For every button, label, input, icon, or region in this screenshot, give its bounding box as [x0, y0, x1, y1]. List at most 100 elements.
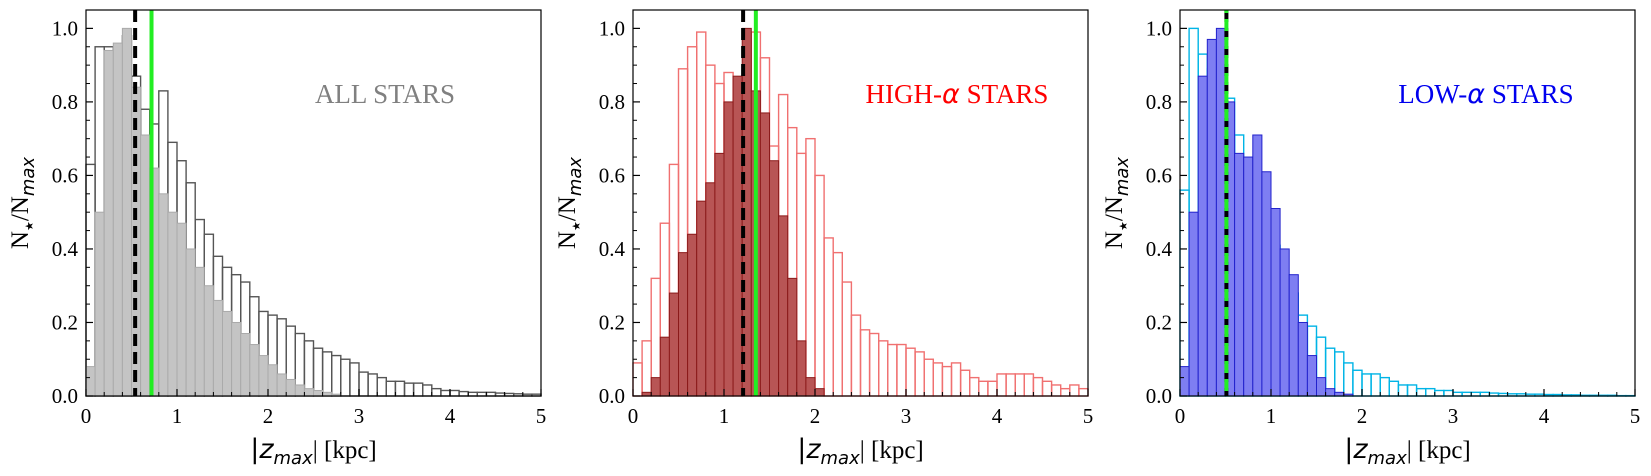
histogram-bar	[285, 378, 296, 397]
y-tick-label: 0.0	[52, 384, 78, 408]
histogram-bar	[796, 340, 807, 397]
histogram-bar	[678, 252, 689, 397]
y-tick-label: 0.2	[52, 310, 78, 334]
x-tick-label: 4	[445, 404, 456, 428]
histogram-bar	[222, 310, 233, 397]
histogram-bar	[94, 211, 105, 397]
histogram-bar	[267, 364, 278, 397]
histogram-bar	[1297, 321, 1308, 397]
histogram-bar	[1279, 248, 1290, 397]
histogram-bar	[240, 333, 251, 397]
histogram-bar	[1188, 211, 1199, 397]
histogram-bar	[167, 211, 178, 397]
chart-panel-2: 0 1 2 3 4 5 0.0 0.2 0.4 0.6 0.8 1.0 |zmax| [kpc] N★/N…	[554, 9, 1094, 469]
panel-label: ALL STARS	[315, 79, 455, 109]
histogram-bar	[714, 152, 725, 397]
y-tick-label: 1.0	[52, 16, 78, 40]
histogram-bar	[258, 355, 269, 397]
chart-panel-3: 0 1 2 3 4 5 0.0 0.2 0.4 0.6 0.8 1.0 |zmax| [kpc] N★/N…	[1101, 9, 1641, 469]
axes-frame	[632, 9, 1089, 397]
x-tick-label: 5	[536, 404, 547, 428]
y-tick-label: 1.0	[1146, 16, 1172, 40]
x-tick-label: 2	[263, 404, 274, 428]
histogram-bar	[294, 384, 305, 397]
y-tick-label: 0.4	[52, 237, 79, 261]
panel-label: HIGH-α STARS	[866, 79, 1049, 110]
histogram-series-2	[1179, 27, 1354, 397]
histogram-bar	[769, 160, 780, 397]
histogram-bar	[231, 321, 242, 397]
x-tick-label: 0	[628, 404, 639, 428]
y-axis-label: N★/Nmax	[1101, 157, 1133, 250]
histogram-bar	[778, 215, 789, 397]
histogram-bar	[1252, 134, 1263, 397]
histogram-bar	[1179, 366, 1190, 397]
histogram-bar	[814, 388, 825, 397]
histogram-bar	[1270, 208, 1281, 397]
histogram-bar	[131, 86, 142, 397]
histogram-bar	[303, 388, 314, 397]
histogram-bar	[1215, 27, 1227, 397]
y-tick-label: 0.0	[599, 384, 625, 408]
y-axis-label: N★/Nmax	[7, 157, 39, 250]
histogram-bar	[103, 49, 114, 397]
x-tick-label: 2	[810, 404, 821, 428]
histogram-bar	[121, 27, 133, 397]
x-tick-label: 5	[1630, 404, 1641, 428]
x-axis-label: |zmax| [kpc]	[1344, 434, 1471, 469]
histogram-bar	[668, 292, 680, 397]
y-tick-label: 0.6	[1146, 163, 1172, 187]
histogram-bar	[1325, 388, 1336, 397]
x-tick-label: 1	[1266, 404, 1277, 428]
y-tick-label: 0.6	[52, 163, 78, 187]
x-tick-label: 1	[172, 404, 183, 428]
x-tick-label: 4	[992, 404, 1003, 428]
histogram-bar	[1243, 156, 1254, 397]
histogram-bar	[805, 377, 816, 397]
x-axis-label: |zmax| [kpc]	[797, 434, 924, 469]
y-tick-label: 0.6	[599, 163, 625, 187]
y-tick-label: 0.8	[52, 90, 78, 114]
histogram-bar	[140, 134, 151, 397]
histogram-bar	[705, 182, 716, 397]
histogram-bar	[659, 336, 670, 397]
histogram-bar	[185, 248, 196, 397]
histogram-bar	[687, 233, 698, 397]
axes-frame	[1179, 9, 1636, 397]
histogram-bar	[759, 112, 771, 397]
x-tick-label: 5	[1083, 404, 1094, 428]
histogram-bar	[1197, 75, 1208, 397]
x-axis-label: |zmax| [kpc]	[250, 434, 377, 469]
x-tick-label: 1	[719, 404, 730, 428]
y-axis-label: N★/Nmax	[554, 157, 586, 250]
y-tick-label: 0.2	[599, 310, 625, 334]
histogram-bar	[212, 299, 223, 397]
x-tick-label: 2	[1357, 404, 1368, 428]
x-tick-label: 3	[901, 404, 912, 428]
x-tick-label: 0	[1175, 404, 1186, 428]
axes-frame	[85, 9, 542, 397]
y-tick-label: 1.0	[599, 16, 625, 40]
histogram-bar	[203, 285, 214, 397]
histogram-bar	[1288, 274, 1299, 397]
histogram-bar	[276, 373, 287, 397]
histogram-bar	[249, 344, 260, 397]
histogram-bar	[112, 42, 123, 397]
y-tick-label: 0.2	[1146, 310, 1172, 334]
histogram-bar	[650, 377, 661, 397]
histogram-bar	[732, 75, 743, 397]
y-tick-label: 0.8	[599, 90, 625, 114]
x-tick-label: 4	[1539, 404, 1550, 428]
histogram-bar	[176, 222, 187, 397]
y-tick-label: 0.8	[1146, 90, 1172, 114]
chart-panel-1: 0 1 2 3 4 5 0.0 0.2 0.4 0.6 0.8 1.0 |zmax| [kpc] N★/N…	[7, 9, 547, 469]
histogram-bar	[158, 193, 169, 397]
histogram-bar	[1306, 355, 1318, 397]
histogram-bar	[787, 277, 798, 397]
histogram-bar	[85, 366, 96, 397]
histogram-bar	[194, 266, 205, 397]
histogram-bar	[1206, 38, 1217, 397]
panel-label: LOW-α STARS	[1398, 79, 1573, 110]
histogram-bar	[723, 101, 734, 397]
